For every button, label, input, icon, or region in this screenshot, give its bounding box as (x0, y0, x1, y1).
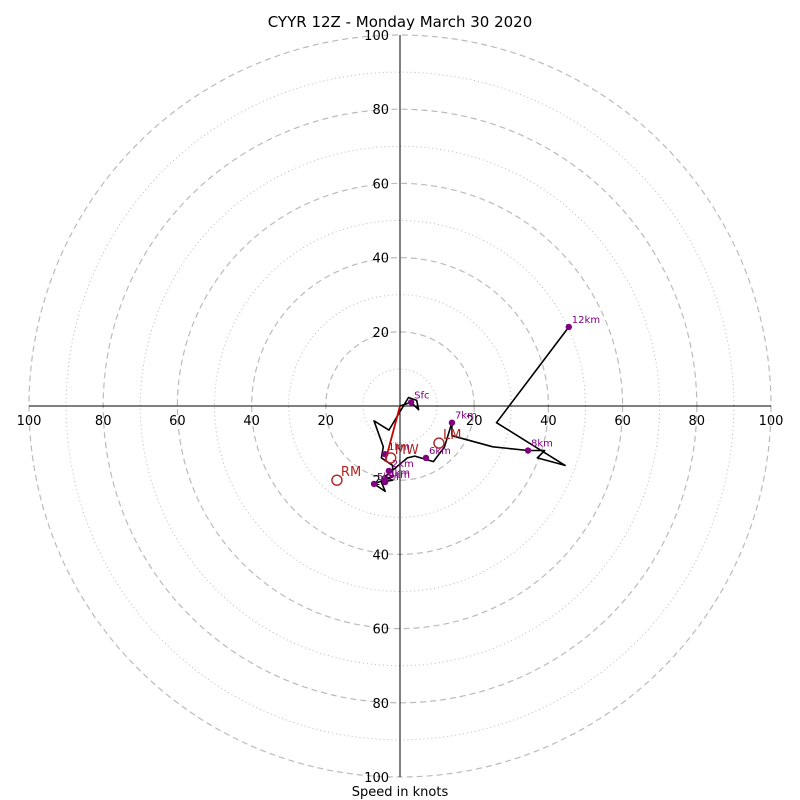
height-point (524, 447, 532, 454)
hodograph-trace (373, 326, 570, 493)
y-tick-label: 80 (372, 697, 389, 712)
x-tick-label: 20 (466, 414, 483, 429)
storm-motion-label: MW (395, 443, 419, 458)
height-point (385, 467, 393, 475)
storm-motion-marker (385, 452, 397, 464)
x-tick-label: 60 (614, 414, 631, 429)
height-point (407, 399, 415, 406)
x-tick-label: 100 (17, 414, 42, 429)
x-tick-label: 60 (169, 414, 186, 429)
tick-labels: 100 80 60 40 20 20 40 60 80 100100806040202040608… (17, 29, 784, 786)
height-label: 5km (377, 472, 399, 483)
y-tick-label: 60 (372, 623, 389, 638)
height-label: Sfc (414, 390, 429, 401)
y-tick-label: 80 (372, 103, 389, 118)
height-label: 8km (531, 439, 553, 450)
x-tick-label: 20 (318, 414, 335, 429)
y-tick-label: 40 (372, 252, 389, 267)
storm-motion-marker (331, 474, 343, 486)
height-label: 7km (455, 411, 477, 422)
storm-motion-label: LM (443, 428, 461, 443)
x-tick-label: 80 (689, 414, 706, 429)
height-label: 12km (572, 315, 600, 326)
height-point (381, 478, 389, 486)
height-label: 6km (429, 446, 451, 457)
height-label: 3km (388, 468, 410, 479)
x-tick-label: 40 (243, 414, 260, 429)
x-axis-label: Speed in knots (352, 785, 449, 800)
x-tick-label: 100 (759, 414, 784, 429)
height-label: 1km (388, 442, 410, 453)
height-point (422, 454, 430, 462)
y-tick-label: 40 (372, 548, 389, 563)
x-tick-label: 40 (540, 414, 557, 429)
y-tick-label: 20 (372, 326, 389, 341)
height-point (448, 419, 456, 426)
y-tick-label: 100 (364, 771, 389, 786)
storm-motion-marker (433, 437, 445, 449)
chart-title: CYYR 12Z - Monday March 30 2020 (268, 13, 533, 31)
height-label: 4km (388, 470, 410, 481)
storm-motion-label: RM (341, 465, 361, 480)
height-point (565, 323, 573, 331)
y-tick-label: 60 (372, 177, 389, 192)
height-label: 2km (392, 459, 414, 470)
x-tick-label: 80 (95, 414, 112, 429)
height-point (370, 480, 378, 488)
y-tick-label: 100 (364, 29, 389, 44)
